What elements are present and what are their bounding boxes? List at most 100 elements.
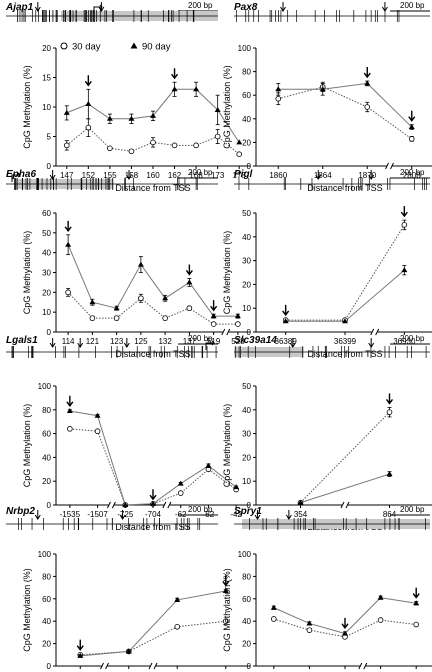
site-arrow-icon bbox=[315, 170, 322, 180]
point-90day bbox=[214, 106, 221, 112]
point-90day bbox=[306, 620, 313, 626]
point-90day bbox=[186, 279, 193, 285]
point-30day bbox=[94, 428, 101, 435]
x-tick-label: 137 bbox=[183, 337, 197, 346]
point-90day bbox=[106, 115, 113, 121]
y-tick-label: 10 bbox=[242, 304, 251, 313]
y-tick-label: 60 bbox=[42, 209, 51, 218]
point-90day bbox=[113, 305, 120, 311]
point-30day bbox=[186, 305, 193, 312]
y-tick-label: 0 bbox=[247, 501, 252, 510]
point-90day bbox=[275, 86, 282, 92]
gene-name: Slc39a14 bbox=[234, 335, 277, 346]
point-90day bbox=[89, 299, 96, 305]
y-tick-label: 40 bbox=[42, 453, 51, 462]
y-tick-label: 40 bbox=[242, 233, 251, 242]
axis-break-gap bbox=[101, 663, 108, 669]
site-arrow-icon bbox=[123, 338, 130, 348]
point-90day bbox=[342, 318, 348, 324]
x-tick-label: -725 bbox=[117, 510, 134, 519]
point-30day bbox=[413, 621, 420, 628]
scale-bar-label: 200 bp bbox=[400, 505, 425, 514]
point-90day bbox=[128, 115, 135, 121]
axis-break-mark bbox=[105, 662, 109, 670]
site-arrow-icon bbox=[368, 338, 375, 348]
y-axis-label: CpG Methylation (%) bbox=[22, 404, 32, 488]
x-tick-label: 1860 bbox=[269, 171, 287, 180]
scale-bar-label: 200 bp bbox=[188, 1, 213, 10]
point-90day bbox=[177, 480, 184, 486]
axis-break-mark bbox=[363, 662, 368, 670]
y-tick-label: 50 bbox=[42, 229, 51, 238]
x-tick-label: 132 bbox=[158, 337, 172, 346]
point-30day bbox=[89, 315, 96, 321]
axis-break-gap bbox=[342, 502, 348, 508]
y-tick-label: 10 bbox=[42, 103, 51, 112]
point-30day bbox=[408, 136, 415, 142]
gene-name: Epha6 bbox=[6, 169, 36, 180]
axis-break-mark bbox=[111, 501, 116, 509]
x-tick-label: -1535 bbox=[60, 510, 81, 519]
site-arrow-icon bbox=[49, 338, 56, 348]
point-30day bbox=[174, 623, 181, 630]
series-90day-line bbox=[67, 244, 238, 317]
axis-break-mark bbox=[390, 162, 394, 170]
axis-break-mark bbox=[148, 662, 153, 670]
y-tick-label: 0 bbox=[47, 501, 52, 510]
y-tick-label: 20 bbox=[242, 280, 251, 289]
highlight-arrow-icon bbox=[385, 393, 394, 405]
highlight-arrow-icon bbox=[341, 617, 349, 630]
x-tick-label: 354 bbox=[294, 510, 308, 519]
series-90day-line bbox=[278, 82, 413, 128]
point-30day bbox=[222, 618, 229, 624]
axis-break-mark bbox=[370, 328, 375, 336]
y-tick-label: 20 bbox=[42, 477, 51, 486]
point-30day bbox=[150, 139, 156, 146]
y-tick-label: 100 bbox=[38, 550, 52, 559]
y-tick-label: 50 bbox=[242, 382, 251, 391]
y-tick-label: 40 bbox=[242, 617, 251, 626]
y-tick-label: 50 bbox=[242, 209, 251, 218]
highlight-arrow-icon bbox=[64, 220, 72, 232]
y-tick-label: 10 bbox=[242, 477, 251, 486]
point-30day bbox=[193, 142, 199, 149]
y-axis-label: CpG Methylation (%) bbox=[22, 231, 32, 315]
y-axis-label: CpG Methylation (%) bbox=[22, 65, 32, 149]
axis-break-gap bbox=[222, 329, 229, 335]
site-arrow-icon bbox=[49, 170, 56, 180]
axis-break-gap bbox=[150, 663, 156, 669]
gene-name: Pax8 bbox=[234, 2, 258, 13]
point-30day bbox=[270, 616, 277, 622]
x-tick-label: 1864 bbox=[314, 171, 332, 180]
axis-break-mark bbox=[358, 662, 363, 670]
axis-break-mark bbox=[153, 662, 158, 670]
x-tick-label: 864 bbox=[383, 510, 397, 519]
highlight-arrow-icon bbox=[412, 587, 420, 599]
site-arrow-icon bbox=[126, 170, 132, 180]
x-axis-label: Distance from TSS bbox=[115, 522, 190, 532]
point-30day bbox=[401, 222, 408, 228]
scale-bar-label: 200 bp bbox=[400, 168, 425, 177]
x-tick-label: -704 bbox=[145, 510, 162, 519]
point-30day bbox=[128, 148, 135, 155]
point-90day bbox=[210, 313, 217, 319]
y-tick-label: 40 bbox=[242, 406, 251, 415]
axis-break-mark bbox=[385, 162, 389, 170]
highlight-arrow-icon bbox=[210, 300, 218, 312]
y-tick-label: 15 bbox=[42, 74, 51, 83]
highlight-arrow-icon bbox=[363, 67, 371, 79]
axis-break-mark bbox=[167, 501, 172, 509]
point-90day bbox=[125, 648, 132, 654]
tss-arrow-icon bbox=[205, 340, 215, 350]
point-90day bbox=[85, 101, 92, 107]
axis-break-gap bbox=[359, 663, 366, 669]
point-90day bbox=[401, 267, 408, 273]
point-90day bbox=[137, 261, 144, 267]
scale-bar-label: 200 bp bbox=[188, 168, 213, 177]
y-tick-label: 20 bbox=[242, 138, 251, 147]
point-90day bbox=[270, 604, 277, 610]
x-tick-label: 160 bbox=[146, 171, 160, 180]
y-tick-label: 80 bbox=[42, 406, 51, 415]
